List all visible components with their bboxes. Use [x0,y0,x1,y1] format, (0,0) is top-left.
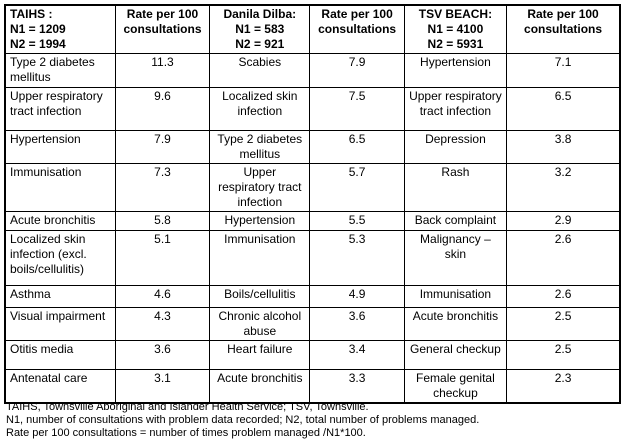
problem-cell: Back complaint [403,211,508,231]
rate-cell: 4.6 [114,285,211,308]
table-container: TAIHS : N1 = 1209 N2 = 1994 Rate per 100… [4,4,621,404]
rate-cell: 7.9 [114,130,211,164]
header-taihs-line3: N2 = 1994 [10,37,66,51]
top-problems-table: TAIHS : N1 = 1209 N2 = 1994 Rate per 100… [4,4,621,404]
header-rate-danila: Rate per 100 consultations [309,4,405,54]
table-row: Hypertension 7.9 Type 2 diabetes mellitu… [4,130,621,164]
rate-cell: 3.3 [309,369,405,404]
problem-cell: Female genital checkup [403,369,508,404]
rate-cell: 5.1 [114,230,211,286]
problem-cell: Rash [403,163,508,212]
rate-cell: 2.5 [506,307,621,341]
table-row: Type 2 diabetes mellitus 11.3 Scabies 7.… [4,53,621,88]
header-taihs-line1: TAIHS : [10,7,53,21]
footnote-line: TAIHS, Townsville Aboriginal and Islande… [6,401,369,413]
rate-cell: 2.9 [506,211,621,231]
header-danila-dilba: Danila Dilba: N1 = 583 N2 = 921 [209,4,311,54]
problem-cell: Localized skin infection (excl. boils/ce… [4,230,116,286]
header-tsv-line1: TSV BEACH: [418,7,493,21]
footnote-line: N1, number of consultations with problem… [6,414,480,426]
problem-cell: Immunisation [403,285,508,308]
rate-cell: 2.6 [506,285,621,308]
rate-cell: 3.1 [114,369,211,404]
rate-cell: 5.7 [309,163,405,212]
problem-cell: Type 2 diabetes mellitus [209,130,311,164]
table-row: Asthma 4.6 Boils/cellulitis 4.9 Immunisa… [4,285,621,308]
rate-cell: 2.3 [506,369,621,404]
problem-cell: General checkup [403,340,508,370]
problem-cell: Antenatal care [4,369,116,404]
footnote-line: Rate per 100 consultations = number of t… [6,427,366,439]
problem-cell: Depression [403,130,508,164]
problem-cell: Otitis media [4,340,116,370]
problem-cell: Acute bronchitis [209,369,311,404]
problem-cell: Immunisation [4,163,116,212]
header-tsv-line3: N2 = 5931 [427,37,484,51]
rate-cell: 5.5 [309,211,405,231]
header-danila-line3: N2 = 921 [235,37,285,51]
rate-cell: 2.5 [506,340,621,370]
problem-cell: Upper respiratory tract infection [209,163,311,212]
problem-cell: Visual impairment [4,307,116,341]
rate-cell: 4.3 [114,307,211,341]
footnotes: TAIHS, Townsville Aboriginal and Islande… [6,401,479,440]
rate-cell: 7.3 [114,163,211,212]
problem-cell: Type 2 diabetes mellitus [4,53,116,88]
header-taihs-line2: N1 = 1209 [10,22,66,36]
problem-cell: Boils/cellulitis [209,285,311,308]
problem-cell: Acute bronchitis [4,211,116,231]
header-taihs: TAIHS : N1 = 1209 N2 = 1994 [4,4,116,54]
header-tsv-line2: N1 = 4100 [427,22,484,36]
rate-cell: 6.5 [506,87,621,131]
header-row: TAIHS : N1 = 1209 N2 = 1994 Rate per 100… [4,4,621,54]
problem-cell: Immunisation [209,230,311,286]
header-danila-line2: N1 = 583 [235,22,285,36]
rate-cell: 3.6 [309,307,405,341]
header-rate-taihs: Rate per 100 consultations [114,4,211,54]
rate-cell: 7.5 [309,87,405,131]
problem-cell: Malignancy – skin [403,230,508,286]
problem-cell: Scabies [209,53,311,88]
problem-cell: Upper respiratory tract infection [4,87,116,131]
table-row: Acute bronchitis 5.8 Hypertension 5.5 Ba… [4,211,621,231]
table-row: Visual impairment 4.3 Chronic alcohol ab… [4,307,621,341]
rate-cell: 7.1 [506,53,621,88]
problem-cell: Acute bronchitis [403,307,508,341]
rate-cell: 3.8 [506,130,621,164]
header-tsv-beach: TSV BEACH: N1 = 4100 N2 = 5931 [403,4,508,54]
table-row: Localized skin infection (excl. boils/ce… [4,230,621,286]
table-row: Immunisation 7.3 Upper respiratory tract… [4,163,621,212]
problem-cell: Hypertension [209,211,311,231]
problem-cell: Heart failure [209,340,311,370]
table-row: Upper respiratory tract infection 9.6 Lo… [4,87,621,131]
header-rate-tsv: Rate per 100 consultations [506,4,621,54]
table-row: Antenatal care 3.1 Acute bronchitis 3.3 … [4,369,621,404]
rate-cell: 5.8 [114,211,211,231]
problem-cell: Chronic alcohol abuse [209,307,311,341]
rate-cell: 11.3 [114,53,211,88]
rate-cell: 3.2 [506,163,621,212]
rate-cell: 9.6 [114,87,211,131]
rate-cell: 5.3 [309,230,405,286]
rate-cell: 4.9 [309,285,405,308]
rate-cell: 7.9 [309,53,405,88]
problem-cell: Hypertension [403,53,508,88]
problem-cell: Localized skin infection [209,87,311,131]
header-danila-line1: Danila Dilba: [223,7,297,21]
rate-cell: 2.6 [506,230,621,286]
rate-cell: 3.4 [309,340,405,370]
problem-cell: Upper respiratory tract infection [403,87,508,131]
rate-cell: 6.5 [309,130,405,164]
rate-cell: 3.6 [114,340,211,370]
problem-cell: Hypertension [4,130,116,164]
problem-cell: Asthma [4,285,116,308]
table-row: Otitis media 3.6 Heart failure 3.4 Gener… [4,340,621,370]
